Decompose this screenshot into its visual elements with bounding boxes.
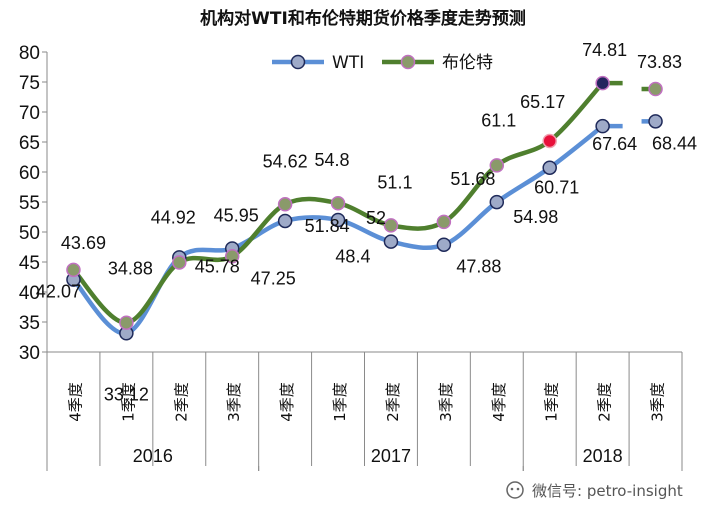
x-tick-label: 1季度: [119, 382, 137, 422]
brent-point: [277, 197, 293, 212]
legend-marker: [400, 54, 416, 70]
brent-data-label: 51.68: [450, 169, 495, 189]
brent-point: [648, 81, 663, 97]
legend: WTI 布伦特: [272, 53, 493, 73]
legend-label: WTI: [332, 53, 364, 73]
wti-data-label: 47.25: [251, 269, 296, 289]
wti-data-label: 52: [366, 208, 386, 228]
brent-point: [436, 214, 452, 230]
wti-point: [277, 213, 293, 229]
x-tick-label: 4季度: [278, 382, 296, 422]
brent-point: [383, 218, 399, 233]
x-tick-label: 3季度: [437, 382, 455, 422]
wti-point: [330, 212, 346, 228]
brent-data-label: 45.95: [214, 205, 259, 225]
x-tick-label: 2季度: [384, 382, 402, 422]
x-tick-label: 3季度: [225, 382, 243, 422]
brent-point: [224, 249, 240, 264]
brent-point: [66, 262, 81, 278]
y-tick-label: 65: [19, 133, 40, 154]
brent-data-label: 65.17: [520, 92, 565, 112]
brent-data-label: 34.88: [108, 259, 153, 279]
brent-point: [595, 75, 610, 91]
x-tick-label: 3季度: [649, 382, 667, 422]
brent-data-label: 44.92: [151, 207, 196, 227]
wti-data-label: 60.71: [534, 178, 579, 198]
brent-point: [172, 255, 187, 270]
wti-data-label: 48.4: [335, 247, 370, 267]
wti-point: [489, 194, 505, 210]
wti-data-label: 33.12: [104, 384, 149, 404]
year-label: 2016: [133, 446, 173, 466]
axes: 30 35 40 45 50 55 60 65 70 75 80 4季度 1季度 2季度 3季度 4季度 1季度…: [19, 43, 683, 471]
wti-point: [595, 118, 610, 134]
x-tick-label: 4季度: [490, 382, 508, 422]
x-tick-label: 2季度: [172, 382, 190, 422]
y-tick-label: 60: [19, 163, 40, 184]
wti-data-label: 68.44: [652, 133, 697, 153]
y-tick-label: 70: [19, 103, 40, 124]
x-tick-label: 1季度: [331, 382, 349, 422]
brent-data-label: 73.83: [637, 52, 682, 72]
wti-point: [436, 237, 452, 252]
plot-area: 42.07 33.12 45.78 47.25 51.84 52 48.4 47.88 54.9…: [36, 40, 697, 404]
wti-point: [542, 160, 557, 175]
year-label: 2018: [583, 446, 623, 466]
brent-point: [489, 158, 505, 173]
y-tick-label: 40: [19, 283, 40, 304]
legend-label: 布伦特: [442, 53, 493, 73]
watermark-text: 微信号: petro-insight: [532, 482, 683, 500]
wti-data-label: 47.88: [456, 257, 501, 277]
year-label: 2017: [371, 446, 411, 466]
chart-title: 机构对WTI和布伦特期货价格季度走势预测: [200, 8, 526, 29]
wti-data-label: 54.98: [513, 207, 558, 227]
wti-data-label: 42.07: [36, 282, 81, 302]
y-tick-label: 35: [19, 313, 40, 334]
brent-data-label: 43.69: [61, 233, 106, 253]
wti-point: [383, 234, 399, 249]
wti-point: [648, 114, 663, 129]
brent-point: [542, 133, 557, 149]
brent-data-label: 54.8: [315, 150, 350, 170]
x-tick-label: 1季度: [543, 382, 561, 422]
legend-marker: [290, 54, 306, 70]
brent-point: [119, 315, 134, 330]
y-tick-label: 45: [19, 253, 40, 274]
brent-data-label: 74.81: [582, 40, 627, 60]
wti-data-label: 51.84: [305, 216, 350, 236]
y-tick-label: 50: [19, 223, 40, 244]
wti-data-label: 45.78: [195, 256, 240, 276]
brent-data-label: 54.62: [263, 151, 308, 171]
watermark: 微信号: petro-insight: [506, 481, 683, 500]
y-tick-label: 30: [19, 343, 40, 364]
brent-data-label: 51.1: [377, 172, 412, 192]
x-tick-label: 4季度: [66, 382, 84, 422]
wechat-icon: [506, 481, 524, 499]
brent-point: [330, 195, 346, 211]
x-tick-label: 2季度: [596, 382, 614, 422]
y-tick-label: 80: [19, 43, 40, 64]
y-tick-label: 75: [19, 73, 40, 94]
y-tick-label: 55: [19, 193, 40, 214]
brent-data-label: 61.1: [481, 110, 516, 130]
wti-data-label: 67.64: [592, 134, 637, 154]
